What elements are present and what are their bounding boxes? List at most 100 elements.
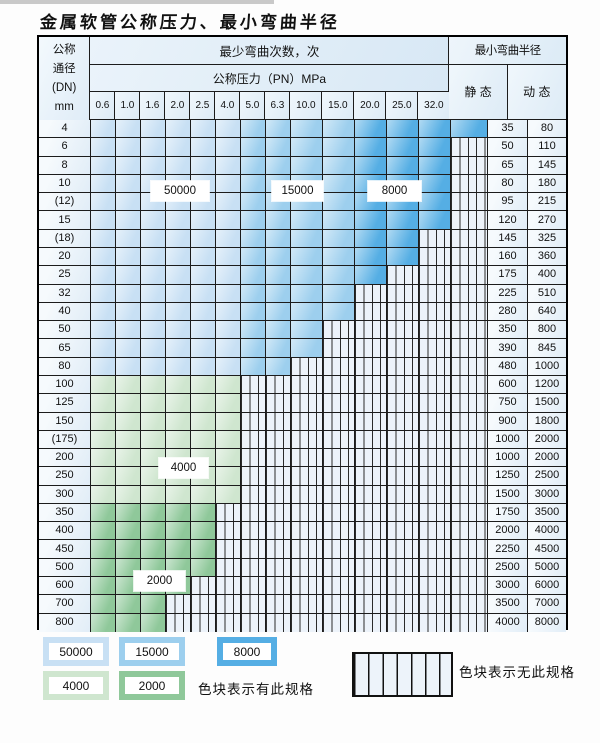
spec-cell bbox=[323, 174, 355, 193]
spec-cell bbox=[266, 339, 291, 357]
spec-cell bbox=[355, 156, 387, 174]
no-spec-cell bbox=[291, 558, 323, 577]
no-spec-cell bbox=[355, 412, 387, 430]
no-spec-cell bbox=[266, 394, 291, 412]
no-spec-cell bbox=[216, 503, 241, 522]
spec-cell bbox=[166, 229, 191, 247]
spec-cell bbox=[116, 120, 141, 138]
dn-cell: 450 bbox=[39, 540, 91, 558]
spec-cell bbox=[241, 266, 266, 284]
spec-cell bbox=[387, 138, 419, 156]
no-spec-cell bbox=[291, 412, 323, 430]
table-row-dn-400: 400 2000 4000 bbox=[39, 522, 566, 541]
spec-cell bbox=[419, 120, 451, 138]
static-radius-cell: 4000 bbox=[488, 613, 528, 632]
no-spec-cell bbox=[451, 247, 488, 266]
static-radius-cell: 2000 bbox=[488, 522, 528, 540]
dn-cell: 100 bbox=[39, 375, 91, 394]
static-radius-cell: 2500 bbox=[488, 558, 528, 577]
legend-swatch-15000: 15000 bbox=[119, 637, 185, 666]
no-spec-cell bbox=[323, 321, 355, 339]
spec-cell bbox=[166, 138, 191, 156]
dn-cell: (18) bbox=[39, 229, 91, 247]
static-radius-cell: 1000 bbox=[488, 449, 528, 467]
spec-cell bbox=[91, 266, 116, 284]
no-spec-cell bbox=[291, 467, 323, 485]
pressure-column-header: 2.0 bbox=[165, 92, 191, 120]
spec-cell bbox=[191, 522, 216, 540]
dn-cell: (12) bbox=[39, 193, 91, 211]
spec-cell bbox=[323, 120, 355, 138]
no-spec-cell bbox=[451, 467, 488, 485]
no-spec-cell bbox=[241, 375, 266, 394]
no-spec-cell bbox=[323, 595, 355, 613]
table-row-dn-4: 4 35 80 bbox=[39, 120, 566, 139]
spec-cell bbox=[141, 138, 166, 156]
pressure-column-header: 6.3 bbox=[265, 92, 291, 120]
static-radius-cell: 390 bbox=[488, 339, 528, 357]
legend-no-spec-text: 色块表示无此规格 bbox=[459, 665, 575, 680]
no-spec-cell bbox=[216, 558, 241, 577]
spec-cell bbox=[91, 503, 116, 522]
table-row-dn-150: 150 900 1800 bbox=[39, 412, 566, 431]
no-spec-cell bbox=[451, 540, 488, 558]
spec-cell bbox=[266, 284, 291, 302]
no-spec-cell bbox=[419, 577, 451, 595]
no-spec-cell bbox=[323, 577, 355, 595]
spec-cell bbox=[323, 193, 355, 211]
spec-cell bbox=[191, 558, 216, 577]
spec-cell bbox=[291, 266, 323, 284]
spec-cell bbox=[323, 211, 355, 229]
spec-cell bbox=[141, 229, 166, 247]
no-spec-cell bbox=[241, 485, 266, 503]
pressure-column-header: 2.5 bbox=[190, 92, 216, 120]
pressure-column-header: 15.0 bbox=[322, 92, 355, 120]
no-spec-cell bbox=[323, 485, 355, 503]
spec-cell bbox=[116, 339, 141, 357]
dn-cell: 8 bbox=[39, 156, 91, 174]
no-spec-cell bbox=[387, 357, 419, 375]
min-bend-radius-header: 最小弯曲半径 bbox=[449, 37, 566, 65]
no-spec-cell bbox=[419, 412, 451, 430]
spec-cell bbox=[166, 302, 191, 321]
table-row-dn-18: (18) 145 325 bbox=[39, 229, 566, 248]
no-spec-cell bbox=[451, 138, 488, 156]
spec-cell bbox=[241, 174, 266, 193]
static-radius-cell: 225 bbox=[488, 284, 528, 302]
static-radius-cell: 3000 bbox=[488, 577, 528, 595]
spec-cell bbox=[91, 558, 116, 577]
spec-cell bbox=[116, 613, 141, 632]
spec-cell bbox=[291, 339, 323, 357]
spec-cell bbox=[191, 339, 216, 357]
spec-cell bbox=[141, 412, 166, 430]
spec-cell bbox=[323, 138, 355, 156]
spec-cell bbox=[141, 595, 166, 613]
no-spec-cell bbox=[323, 467, 355, 485]
spec-cell bbox=[166, 339, 191, 357]
table-row-dn-40: 40 280 640 bbox=[39, 302, 566, 322]
spec-cell bbox=[91, 339, 116, 357]
no-spec-cell bbox=[241, 577, 266, 595]
spec-cell bbox=[91, 302, 116, 321]
no-spec-cell bbox=[355, 394, 387, 412]
table-row-dn-25: 25 175 400 bbox=[39, 266, 566, 285]
table-row-dn-65: 65 390 845 bbox=[39, 339, 566, 358]
table-row-dn-600: 600 3000 6000 bbox=[39, 577, 566, 596]
dn-cell: 65 bbox=[39, 339, 91, 357]
dn-header-line: 公称 bbox=[52, 44, 76, 56]
spec-cell bbox=[116, 284, 141, 302]
spec-cell bbox=[166, 357, 191, 375]
no-spec-cell bbox=[387, 266, 419, 284]
spec-cell bbox=[323, 266, 355, 284]
no-spec-cell bbox=[387, 284, 419, 302]
no-spec-cell bbox=[451, 156, 488, 174]
spec-cell bbox=[387, 211, 419, 229]
spec-cell bbox=[116, 357, 141, 375]
spec-cell bbox=[116, 522, 141, 540]
static-radius-cell: 480 bbox=[488, 357, 528, 375]
dynamic-radius-cell: 1800 bbox=[528, 412, 566, 430]
no-spec-cell bbox=[355, 540, 387, 558]
spec-cell bbox=[91, 284, 116, 302]
dynamic-radius-cell: 270 bbox=[528, 211, 566, 229]
spec-cell bbox=[141, 339, 166, 357]
